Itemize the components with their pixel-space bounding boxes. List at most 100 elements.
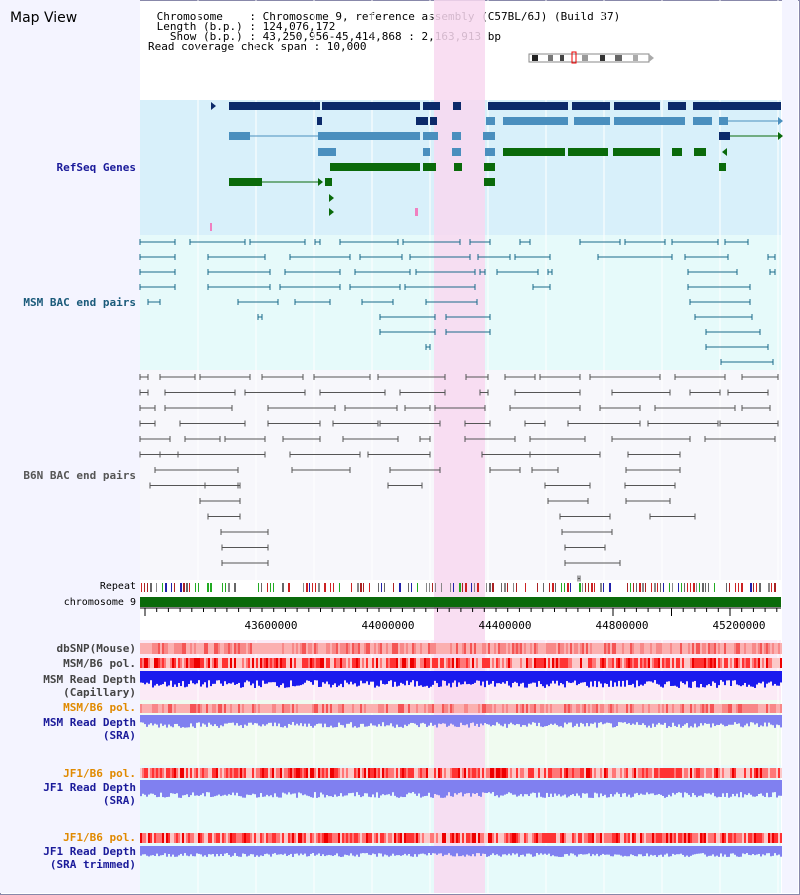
track-label-refseq[interactable]: RefSeq Genes xyxy=(56,161,136,174)
depth-bar xyxy=(664,846,666,855)
heat-cell xyxy=(460,704,462,713)
depth-bar xyxy=(624,715,626,723)
track-label-jf1-depth-trim-1[interactable]: JF1 Read Depth xyxy=(43,845,136,858)
track-label-chromosome: chromosome 9 xyxy=(63,597,136,608)
repeat-mark xyxy=(657,583,658,592)
depth-bar xyxy=(606,671,608,684)
heat-cell xyxy=(742,643,744,654)
track-label-b6n-bac[interactable]: B6N BAC end pairs xyxy=(23,469,136,482)
heat-cell xyxy=(702,833,704,843)
heat-cell xyxy=(168,704,170,713)
heat-cell xyxy=(320,643,322,654)
track-label-jf1-depth-sra-2: (SRA) xyxy=(102,794,136,807)
heat-cell xyxy=(264,643,266,654)
depth-bar xyxy=(330,780,332,797)
heat-cell xyxy=(760,643,762,654)
heat-cell xyxy=(600,658,602,668)
depth-bar xyxy=(748,780,750,794)
depth-bar xyxy=(266,671,268,684)
track-label-msm-depth-sra-1[interactable]: MSM Read Depth xyxy=(43,716,136,729)
depth-bar xyxy=(710,715,712,728)
heat-cell xyxy=(462,643,464,654)
heat-cell xyxy=(662,833,664,843)
depth-bar xyxy=(540,846,542,854)
depth-bar xyxy=(440,780,442,798)
heat-cell xyxy=(668,833,670,843)
heat-cell xyxy=(690,704,692,713)
depth-bar xyxy=(626,780,628,797)
heat-cell xyxy=(434,643,436,654)
track-label-msm-bac[interactable]: MSM BAC end pairs xyxy=(23,296,136,309)
depth-bar xyxy=(766,780,768,793)
heat-cell xyxy=(524,643,526,654)
track-label-dbsnp[interactable]: dbSNP(Mouse) xyxy=(56,642,136,655)
heat-cell xyxy=(642,768,644,778)
depth-bar xyxy=(190,780,192,796)
track-label-msm-b6-pol-2[interactable]: MSM/B6 pol. xyxy=(63,701,136,714)
heat-cell xyxy=(286,833,288,843)
depth-bar xyxy=(366,715,368,727)
heat-cell xyxy=(504,643,506,654)
depth-bar xyxy=(292,780,294,794)
depth-bar xyxy=(458,780,460,794)
heat-cell xyxy=(518,658,520,668)
track-label-msm-b6-pol[interactable]: MSM/B6 pol. xyxy=(63,657,136,670)
heat-cell xyxy=(602,833,604,843)
depth-bar xyxy=(386,846,388,856)
heat-cell xyxy=(418,704,420,713)
depth-bar xyxy=(452,780,454,797)
depth-bar xyxy=(780,780,782,796)
depth-bar xyxy=(242,846,244,854)
heat-cell xyxy=(370,658,372,668)
heat-cell xyxy=(398,704,400,713)
depth-bar xyxy=(296,846,298,854)
heat-cell xyxy=(556,704,558,713)
depth-bar xyxy=(748,846,750,855)
heat-cell xyxy=(756,643,758,654)
heat-cell xyxy=(462,658,464,668)
heat-cell xyxy=(442,768,444,778)
heat-cell xyxy=(694,643,696,654)
heat-cell xyxy=(572,658,574,668)
depth-bar xyxy=(230,715,232,723)
heat-cell xyxy=(672,643,674,654)
depth-bar xyxy=(390,846,392,856)
heat-cell xyxy=(190,768,192,778)
depth-bar xyxy=(350,780,352,794)
heat-cell xyxy=(694,704,696,713)
depth-bar xyxy=(308,780,310,797)
depth-bar xyxy=(724,671,726,686)
depth-bar xyxy=(332,780,334,798)
gene-block xyxy=(454,163,462,171)
depth-bar xyxy=(378,715,380,725)
track-label-jf1-depth-sra-1[interactable]: JF1 Read Depth xyxy=(43,781,136,794)
depth-bar xyxy=(628,846,630,857)
heat-cell xyxy=(778,704,780,713)
heat-cell xyxy=(212,658,214,668)
depth-bar xyxy=(440,715,442,725)
depth-bar xyxy=(452,846,454,857)
track-label-msm-depth-capillary-1[interactable]: MSM Read Depth xyxy=(43,673,136,686)
track-label-jf1-b6-pol-2[interactable]: JF1/B6 pol. xyxy=(63,831,136,844)
depth-bar xyxy=(344,715,346,728)
heat-cell xyxy=(284,658,286,668)
heat-cell xyxy=(686,643,688,654)
heat-cell xyxy=(620,658,622,668)
track-label-jf1-b6-pol[interactable]: JF1/B6 pol. xyxy=(63,767,136,780)
depth-bar xyxy=(602,780,604,797)
depth-bar xyxy=(710,846,712,856)
heat-cell xyxy=(482,658,484,668)
depth-bar xyxy=(538,780,540,793)
depth-bar xyxy=(584,671,586,683)
heat-cell xyxy=(668,704,670,713)
depth-bar xyxy=(780,846,782,857)
heat-cell xyxy=(374,704,376,713)
repeat-mark xyxy=(567,583,569,592)
heat-cell xyxy=(350,643,352,654)
heat-cell xyxy=(186,704,188,713)
heat-cell xyxy=(218,643,220,654)
heat-cell xyxy=(438,833,440,843)
gene-block xyxy=(322,102,420,110)
depth-bar xyxy=(418,715,420,728)
